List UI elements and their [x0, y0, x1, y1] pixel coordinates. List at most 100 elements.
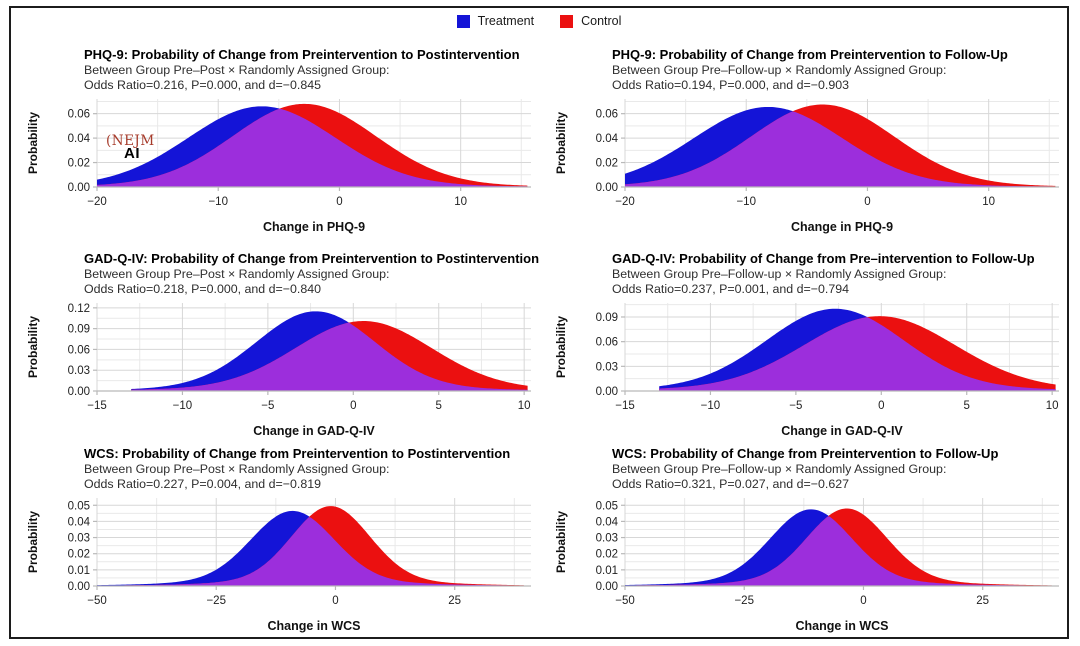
svg-text:0.01: 0.01: [596, 565, 618, 577]
panel-subtitle-model: Between Group Pre–Post × Randomly Assign…: [84, 462, 390, 476]
panel-title: GAD-Q-IV: Probability of Change from Pre…: [84, 251, 540, 266]
svg-text:0.00: 0.00: [68, 581, 90, 593]
figure-frame: Treatment Control PHQ-9: Probability of …: [9, 6, 1069, 639]
density-plot-gadqiv-post: −15 −10 −5 0 5 10 0.00 0.03 0.06 0.09 0.12 Change i…: [26, 303, 531, 438]
svg-text:0.09: 0.09: [596, 312, 618, 324]
svg-text:0.06: 0.06: [596, 109, 618, 121]
svg-text:0.03: 0.03: [596, 533, 618, 545]
svg-text:−20: −20: [87, 196, 107, 208]
panel-gadqiv-followup: GAD-Q-IV: Probability of Change from Pre…: [551, 250, 1080, 441]
svg-text:25: 25: [448, 595, 461, 607]
svg-text:−5: −5: [789, 400, 802, 412]
svg-text:0.03: 0.03: [68, 533, 90, 545]
svg-text:−10: −10: [208, 196, 228, 208]
panel-subtitle-model: Between Group Pre–Follow-up × Randomly A…: [612, 63, 947, 77]
density-plot-wcs-post: −50 −25 0 25 0.00 0.01 0.02 0.03 0.04 0.05 Change …: [26, 498, 531, 633]
svg-text:Probability: Probability: [554, 316, 568, 378]
legend: Treatment Control: [11, 14, 1067, 28]
panel-subtitle-model: Between Group Pre–Follow-up × Randomly A…: [612, 267, 947, 281]
density-plot-wcs-followup: −50 −25 0 25 0.00 0.01 0.02 0.03 0.04 0.05 Change …: [554, 498, 1059, 633]
svg-text:10: 10: [454, 196, 467, 208]
svg-text:0: 0: [864, 196, 870, 208]
panel-subtitle-model: Between Group Pre–Follow-up × Randomly A…: [612, 462, 947, 476]
panel-wcs-postintervention: WCS: Probability of Change from Preinter…: [23, 445, 553, 636]
svg-text:−50: −50: [87, 595, 107, 607]
panel-gadqiv-postintervention: GAD-Q-IV: Probability of Change from Pre…: [23, 250, 553, 441]
svg-text:0.04: 0.04: [596, 133, 619, 145]
density-plot-phq9-followup: −20 −10 0 10 0.00 0.02 0.04 0.06 Change in PHQ-9…: [554, 99, 1059, 234]
svg-text:0.03: 0.03: [596, 361, 618, 373]
svg-text:0.06: 0.06: [68, 344, 90, 356]
svg-text:0: 0: [332, 595, 338, 607]
svg-text:0.09: 0.09: [68, 324, 90, 336]
svg-text:−25: −25: [734, 595, 754, 607]
svg-text:0: 0: [336, 196, 342, 208]
panel-subtitle-stats: Odds Ratio=0.194, P=0.000, and d=−0.903: [612, 78, 849, 92]
panel-subtitle-stats: Odds Ratio=0.216, P=0.000, and d=−0.845: [84, 78, 321, 92]
panel-title: PHQ-9: Probability of Change from Preint…: [612, 47, 1008, 62]
svg-text:0.02: 0.02: [68, 549, 90, 561]
legend-item-treatment: Treatment: [456, 14, 535, 28]
svg-text:0.02: 0.02: [68, 158, 90, 170]
svg-text:0.00: 0.00: [68, 386, 90, 398]
svg-text:Probability: Probability: [26, 511, 40, 573]
panel-phq9-postintervention: PHQ-9: Probability of Change from Preint…: [23, 46, 553, 237]
svg-text:−25: −25: [206, 595, 226, 607]
density-plot-gadqiv-followup: −15 −10 −5 0 5 10 0.00 0.03 0.06 0.09 Change in GA…: [554, 303, 1059, 438]
svg-text:0.00: 0.00: [596, 386, 618, 398]
control-swatch: [560, 14, 574, 28]
svg-text:0.05: 0.05: [68, 500, 90, 512]
svg-text:0.06: 0.06: [596, 337, 618, 349]
panel-subtitle-model: Between Group Pre–Post × Randomly Assign…: [84, 63, 390, 77]
svg-text:Probability: Probability: [554, 511, 568, 573]
svg-text:Change in PHQ-9: Change in PHQ-9: [791, 220, 893, 234]
svg-text:5: 5: [964, 400, 970, 412]
panel-subtitle-stats: Odds Ratio=0.237, P=0.001, and d=−0.794: [612, 282, 849, 296]
svg-text:0.02: 0.02: [596, 158, 618, 170]
svg-text:Change in WCS: Change in WCS: [267, 619, 360, 633]
density-plot-phq9-post: −20 −10 0 10 0.00 0.02 0.04 0.06 Change in PHQ-9…: [26, 99, 531, 234]
legend-label-control: Control: [581, 14, 622, 28]
svg-text:0.03: 0.03: [68, 365, 90, 377]
panel-subtitle-model: Between Group Pre–Post × Randomly Assign…: [84, 267, 390, 281]
svg-text:Probability: Probability: [26, 316, 40, 378]
svg-text:0: 0: [350, 400, 356, 412]
svg-text:−10: −10: [736, 196, 756, 208]
svg-text:Probability: Probability: [26, 112, 40, 174]
legend-label-treatment: Treatment: [477, 14, 535, 28]
svg-text:0.12: 0.12: [68, 303, 90, 315]
treatment-swatch: [456, 14, 470, 28]
svg-text:−50: −50: [615, 595, 635, 607]
svg-text:25: 25: [976, 595, 989, 607]
panel-phq9-followup: PHQ-9: Probability of Change from Preint…: [551, 46, 1080, 237]
svg-text:Change in PHQ-9: Change in PHQ-9: [263, 220, 365, 234]
svg-text:10: 10: [982, 196, 995, 208]
svg-text:0.02: 0.02: [596, 549, 618, 561]
svg-text:0.00: 0.00: [596, 182, 618, 194]
svg-text:−5: −5: [261, 400, 274, 412]
svg-text:0.05: 0.05: [596, 500, 618, 512]
svg-text:0.04: 0.04: [68, 133, 91, 145]
svg-text:10: 10: [518, 400, 531, 412]
svg-text:−15: −15: [87, 400, 107, 412]
svg-text:−10: −10: [701, 400, 721, 412]
svg-text:10: 10: [1046, 400, 1059, 412]
panel-wcs-followup: WCS: Probability of Change from Preinter…: [551, 445, 1080, 636]
svg-text:−20: −20: [615, 196, 635, 208]
svg-text:0: 0: [878, 400, 884, 412]
panel-title: GAD-Q-IV: Probability of Change from Pre…: [612, 251, 1035, 266]
svg-text:Change in WCS: Change in WCS: [795, 619, 888, 633]
svg-text:5: 5: [436, 400, 442, 412]
svg-text:Change in GAD-Q-IV: Change in GAD-Q-IV: [781, 424, 903, 438]
svg-text:−15: −15: [615, 400, 635, 412]
svg-text:Probability: Probability: [554, 112, 568, 174]
panel-title: WCS: Probability of Change from Preinter…: [612, 446, 999, 461]
panel-title: PHQ-9: Probability of Change from Preint…: [84, 47, 520, 62]
svg-text:0.06: 0.06: [68, 109, 90, 121]
panel-subtitle-stats: Odds Ratio=0.218, P=0.000, and d=−0.840: [84, 282, 321, 296]
panel-title: WCS: Probability of Change from Preinter…: [84, 446, 511, 461]
svg-text:Change in GAD-Q-IV: Change in GAD-Q-IV: [253, 424, 375, 438]
svg-text:0.01: 0.01: [68, 565, 90, 577]
svg-text:0.04: 0.04: [68, 516, 91, 528]
legend-item-control: Control: [560, 14, 621, 28]
